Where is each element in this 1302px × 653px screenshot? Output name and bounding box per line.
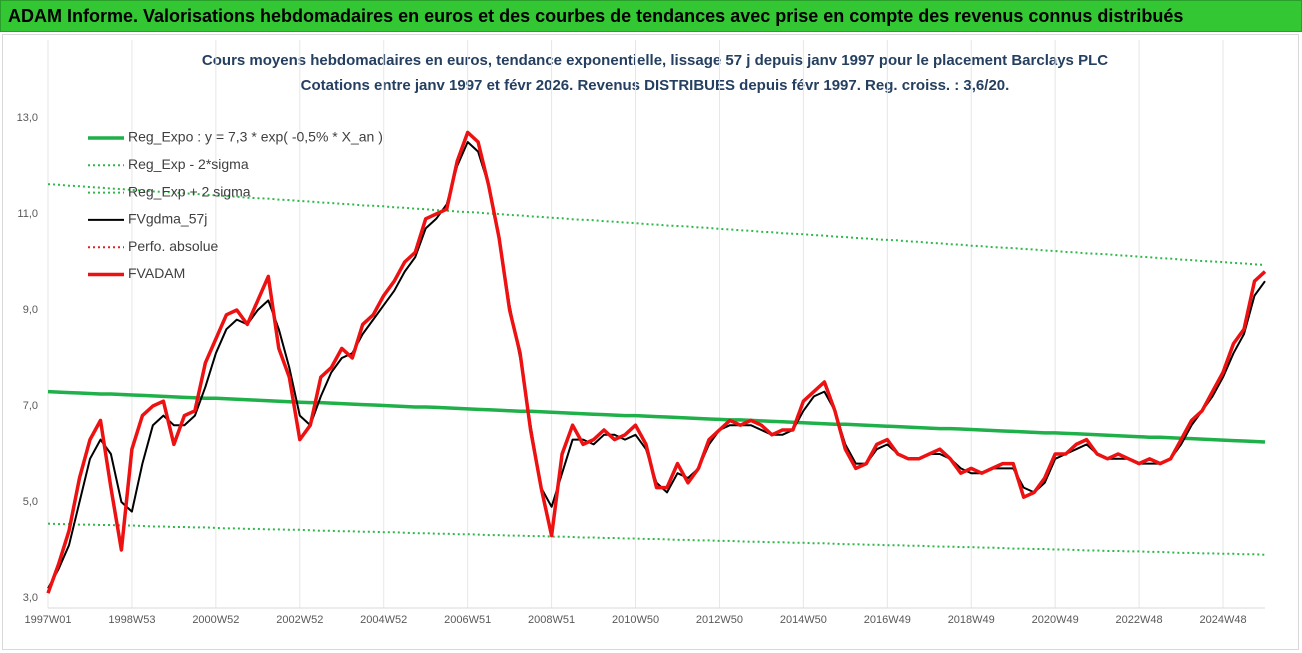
- header-bar: [0, 0, 1302, 32]
- x-tick-label: 2014W50: [780, 614, 827, 626]
- x-tick-label: 1998W53: [108, 614, 155, 626]
- chart-subtitle: Cotations entre janv 1997 et févr 2026. …: [301, 77, 1010, 94]
- x-tick-label: 2024W48: [1199, 614, 1246, 626]
- x-tick-label: 2016W49: [864, 614, 911, 626]
- x-tick-label: 2018W49: [948, 614, 995, 626]
- legend-label: FVADAM: [128, 265, 185, 281]
- legend-label: Reg_Exp + 2 sigma: [128, 183, 251, 199]
- series-line: [46, 130, 1267, 594]
- x-tick-label: 2008W51: [528, 614, 575, 626]
- y-tick-label: 11,0: [17, 208, 38, 220]
- x-tick-label: 2000W52: [192, 614, 239, 626]
- x-tick-label: 2002W52: [276, 614, 323, 626]
- y-tick-label: 3,0: [23, 592, 38, 604]
- x-tick-label: 2006W51: [444, 614, 491, 626]
- x-tick-label: 2004W52: [360, 614, 407, 626]
- chart-frame: [2, 34, 1299, 650]
- legend-label: Reg_Expo : y = 7,3 * exp( -0,5% * X_an ): [128, 129, 383, 145]
- x-tick-label: 2012W50: [696, 614, 743, 626]
- legend-label: Perfo. absolue: [128, 238, 218, 254]
- y-tick-label: 5,0: [23, 496, 38, 508]
- x-tick-label: 2020W49: [1032, 614, 1079, 626]
- legend-label: FVgdma_57j: [128, 211, 207, 227]
- chart-subtitle: Cours moyens hebdomadaires en euros, ten…: [202, 52, 1108, 69]
- series-line: [47, 389, 1266, 444]
- legend-label: Reg_Exp - 2*sigma: [128, 156, 249, 172]
- y-tick-label: 9,0: [23, 304, 38, 316]
- x-tick-label: 2022W48: [1116, 614, 1163, 626]
- header-title: ADAM Informe. Valorisations hebdomadaire…: [8, 6, 1183, 26]
- y-tick-label: 7,0: [23, 400, 38, 412]
- y-tick-label: 13,0: [17, 112, 38, 124]
- x-tick-label: 2010W50: [612, 614, 659, 626]
- series-line: [47, 183, 1266, 266]
- x-tick-label: 1997W01: [24, 614, 71, 626]
